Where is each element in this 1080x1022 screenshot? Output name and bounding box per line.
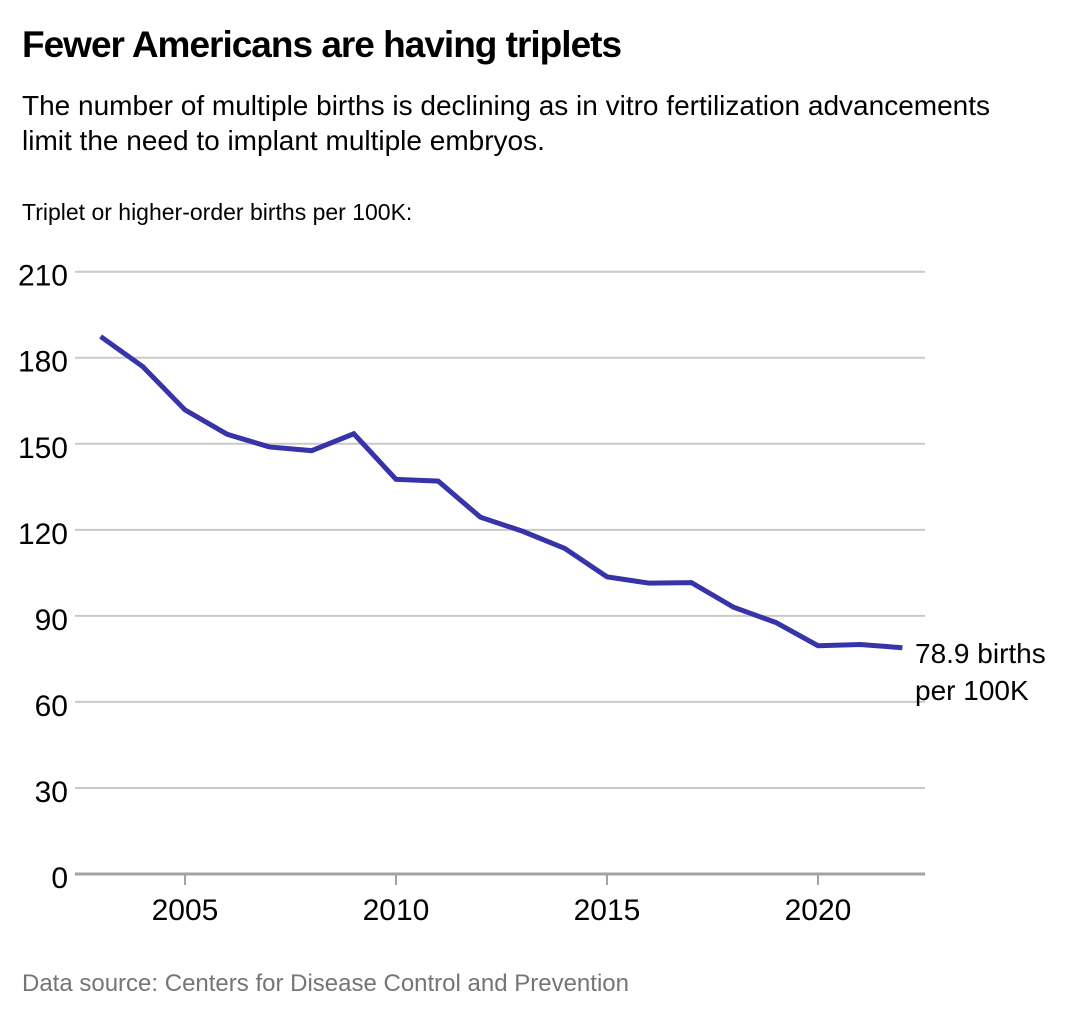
y-axis-tick-label: 150 [18,432,68,465]
data-line [99,334,903,651]
y-axis-tick-label: 90 [35,604,68,637]
end-value-annotation: 78.9 births per 100K [915,635,1046,709]
y-axis-tick-label: 30 [35,776,68,809]
y-axis-tick-label: 60 [35,690,68,723]
data-source: Data source: Centers for Disease Control… [22,970,629,997]
chart-title: Fewer Americans are having triplets [22,24,622,65]
y-axis-tick-label: 180 [18,346,68,379]
end-value-line1: 78.9 births [915,638,1046,669]
end-value-line2: per 100K [915,675,1029,706]
y-axis-tick-label: 120 [18,518,68,551]
x-axis-tick-label: 2010 [363,894,430,927]
chart-subtitle: The number of multiple births is declini… [22,90,991,156]
y-axis-note: Triplet or higher-order births per 100K: [22,199,413,225]
x-axis-tick-label: 2015 [574,894,641,927]
x-axis-tick-label: 2020 [785,894,852,927]
y-axis-tick-label: 210 [18,260,68,293]
y-axis-tick-label: 0 [51,862,68,895]
x-axis-tick-label: 2005 [152,894,219,927]
